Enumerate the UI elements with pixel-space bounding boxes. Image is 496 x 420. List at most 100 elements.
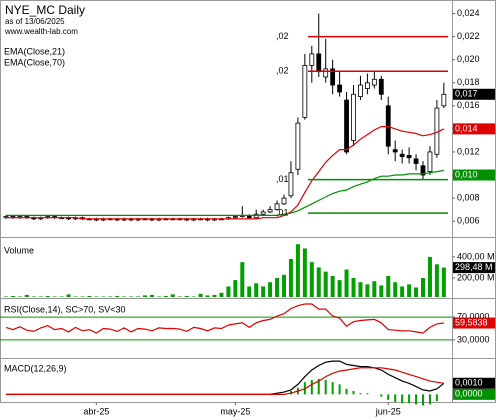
- volume-bar: [254, 283, 259, 297]
- value-box: [453, 377, 495, 389]
- value-box: [453, 123, 495, 135]
- histogram-bar: [401, 394, 404, 404]
- histogram-bar: [359, 393, 362, 395]
- level-label: ,02: [276, 31, 289, 41]
- volume-bar: [101, 296, 106, 297]
- ema-line: [6, 126, 445, 220]
- volume-bar: [295, 244, 300, 297]
- subtitle: as of 13/06/2025: [5, 17, 65, 26]
- volume-bar: [337, 280, 342, 297]
- panel-title: MACD(12,26,9): [4, 363, 67, 373]
- y-tick-label: 0,012: [457, 146, 480, 156]
- y-tick-label: 0,008: [457, 192, 480, 202]
- value-box: [453, 317, 495, 329]
- histogram-bar: [415, 394, 418, 405]
- volume-bar: [31, 296, 36, 297]
- volume-bar: [45, 295, 50, 297]
- volume-bar: [136, 296, 141, 297]
- volume-bar: [80, 296, 85, 297]
- histogram-bar: [380, 394, 383, 397]
- candle-body: [295, 122, 301, 170]
- candle-body: [420, 165, 426, 176]
- histogram-bar: [366, 393, 369, 395]
- volume-bar: [233, 280, 238, 297]
- histogram-bar: [422, 394, 424, 406]
- volume-bar: [198, 293, 203, 297]
- legend-entry: EMA(Close,70): [4, 57, 65, 67]
- volume-bar: [393, 282, 398, 297]
- level-label: ,01: [276, 207, 289, 217]
- volume-bar: [351, 278, 356, 297]
- x-tick-label: may-25: [220, 406, 250, 416]
- volume-bar: [219, 292, 224, 297]
- volume-bar: [163, 295, 168, 297]
- volume-bar: [330, 275, 335, 297]
- volume-bar: [149, 294, 154, 297]
- histogram-bar: [338, 384, 341, 395]
- value-box: [453, 88, 495, 100]
- volume-bar: [386, 275, 391, 297]
- candle-body: [406, 155, 412, 159]
- macd-line: [6, 360, 445, 395]
- x-tick-label: jun-25: [375, 406, 401, 416]
- panel-title: RSI(Close,14), SC>70, SV<30: [4, 304, 126, 314]
- volume-bar: [108, 296, 113, 297]
- volume-bar: [94, 296, 99, 297]
- volume-bar: [268, 282, 273, 297]
- volume-bar: [365, 284, 370, 297]
- y-tick-label: 400,00 M: [457, 251, 495, 261]
- y-tick-label: 0,020: [457, 54, 480, 64]
- histogram-bar: [435, 394, 438, 401]
- x-tick-label: abr-25: [83, 406, 109, 416]
- volume-bar: [226, 286, 231, 297]
- volume-bar: [205, 295, 210, 297]
- volume-bar: [275, 278, 280, 297]
- volume-bar: [323, 271, 328, 297]
- candle-body: [309, 53, 315, 66]
- volume-bar: [247, 286, 252, 297]
- candle-body: [399, 153, 405, 157]
- candle-body: [358, 84, 363, 97]
- value-box: [453, 388, 495, 400]
- volume-bar: [240, 262, 245, 297]
- volume-bar: [143, 295, 147, 297]
- volume-bar: [372, 281, 377, 297]
- value-box-label: 59,5838: [455, 317, 488, 327]
- volume-bar: [129, 296, 134, 297]
- candle-body: [267, 209, 273, 213]
- y-tick-label: 70,0000: [457, 311, 490, 321]
- volume-bar: [52, 296, 57, 297]
- value-box-label: 0,017: [455, 89, 478, 99]
- level-label: ,01: [276, 174, 289, 184]
- volume-bar: [4, 296, 8, 297]
- volume-bar: [170, 294, 175, 297]
- value-box: [453, 169, 495, 181]
- level-label: ,02: [276, 66, 289, 76]
- candle-body: [413, 158, 419, 164]
- candle-body: [288, 172, 294, 197]
- candle-body: [427, 151, 433, 172]
- value-box-label: 0,0000: [455, 389, 483, 399]
- candle-body: [441, 93, 447, 107]
- histogram-bar: [310, 379, 313, 395]
- volume-bar: [184, 295, 189, 297]
- frame: [0, 0, 496, 403]
- histogram-bar: [394, 394, 397, 403]
- volume-bar: [400, 286, 405, 297]
- volume-bar: [407, 284, 412, 297]
- signal-line: [6, 367, 444, 395]
- value-box-label: 298,48 M: [455, 262, 493, 272]
- volume-bar: [261, 286, 266, 297]
- volume-bar: [17, 296, 22, 297]
- candle-body: [232, 216, 238, 219]
- volume-bar: [344, 269, 349, 297]
- volume-bar: [421, 278, 425, 297]
- volume-bar: [122, 296, 127, 297]
- histogram-bar: [428, 394, 431, 405]
- volume-bar: [73, 296, 78, 297]
- histogram-bar: [324, 379, 327, 395]
- candle-body: [385, 105, 391, 147]
- y-tick-label: 0,016: [457, 100, 480, 110]
- volume-bar: [414, 287, 419, 297]
- volume-bar: [288, 259, 293, 297]
